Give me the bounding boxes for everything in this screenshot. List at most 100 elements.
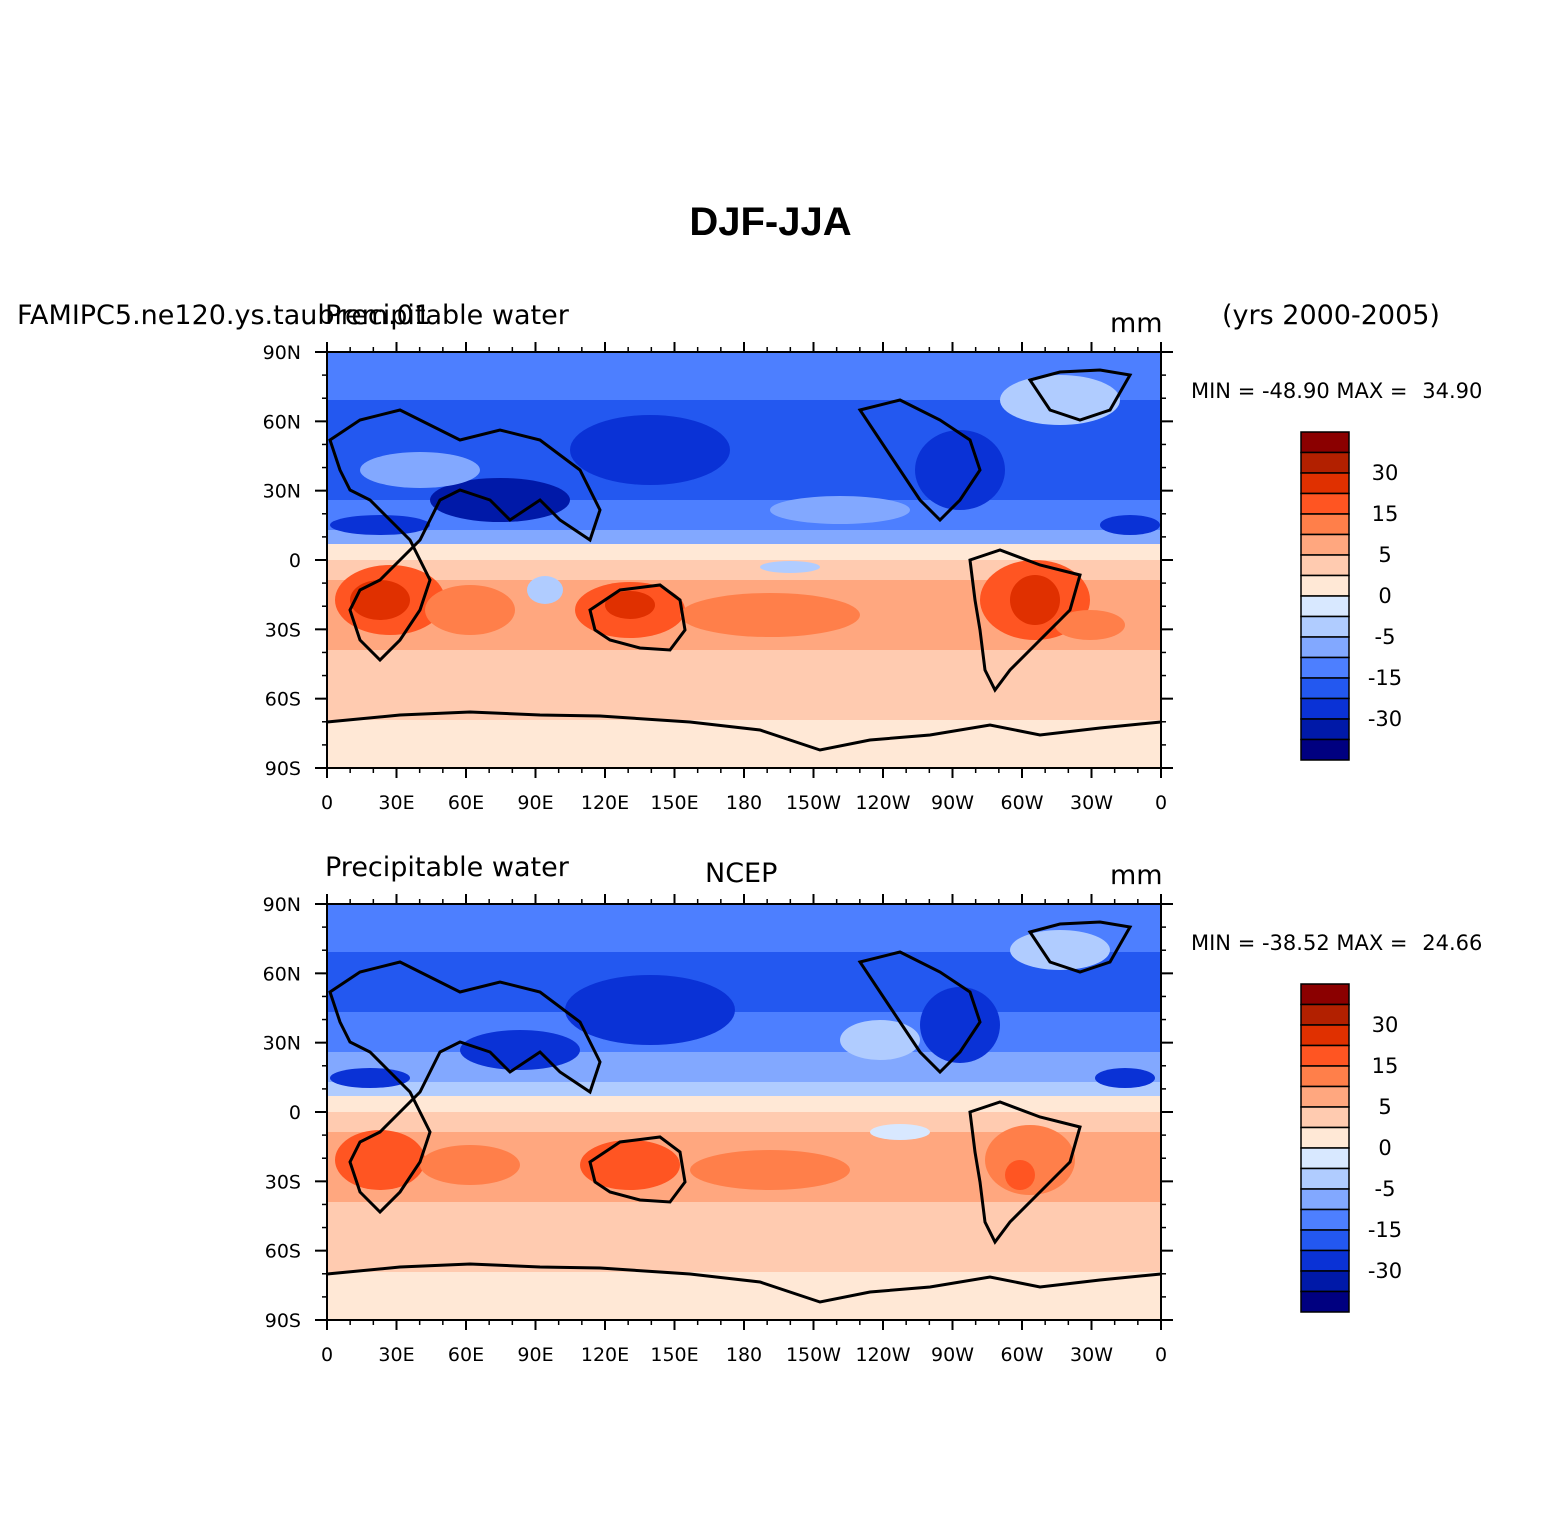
panel2-lon-tick-label: 120E xyxy=(581,1344,629,1366)
panel1-colorbar-color-box xyxy=(1300,554,1350,577)
panel1-colorbar-color-box xyxy=(1300,656,1350,679)
panel1-colorbar-label: 30 xyxy=(1372,461,1399,485)
panel1-lon-tick-label: 120E xyxy=(581,792,629,814)
panel2-colorbar-label: -30 xyxy=(1368,1259,1402,1283)
panel1-max-value: 34.90 xyxy=(1422,379,1483,403)
panel1-colorbar-color-box xyxy=(1300,451,1350,474)
panel2-min-label: MIN = xyxy=(1191,931,1256,955)
panel1-min-value: -48.90 xyxy=(1261,379,1330,403)
panel1-period-label: (yrs 2000-2005) xyxy=(1222,300,1440,331)
panel2-variable-label: Precipitable water xyxy=(325,852,569,883)
panel1-colorbar-color-box xyxy=(1300,738,1350,761)
panel1-min-label: MIN = xyxy=(1191,379,1256,403)
panel2-colorbar-color-box xyxy=(1300,1208,1350,1231)
panel1-lon-tick-label: 30W xyxy=(1070,792,1113,814)
panel1-lat-tick-label: 60N xyxy=(263,411,301,433)
panel2-colorbar-label: 30 xyxy=(1372,1013,1399,1037)
panel2-lon-tick-label: 30E xyxy=(378,1344,414,1366)
figure-title: DJF-JJA xyxy=(689,200,852,244)
panel2-colorbar-color-box xyxy=(1300,1188,1350,1211)
panel1-colorbar-color-box xyxy=(1300,677,1350,700)
panel1-case-label: FAMIPC5.ne120.ys.taubrem.01 xyxy=(17,300,431,331)
panel2-lat-tick-label: 60S xyxy=(265,1241,301,1263)
panel2-lon-tick-label: 150W xyxy=(786,1344,841,1366)
panel2-lon-tick-label: 150E xyxy=(650,1344,698,1366)
panel2-lat-tick-label: 0 xyxy=(289,1102,301,1124)
panel1-lon-tick-label: 90E xyxy=(517,792,553,814)
panel1-colorbar-color-box xyxy=(1300,431,1350,454)
panel2-colorbar-label: -15 xyxy=(1368,1218,1402,1242)
panel1-lon-tick-label: 150E xyxy=(650,792,698,814)
panel1-units-label: mm xyxy=(1110,308,1163,339)
panel2-colorbar-color-box xyxy=(1300,1249,1350,1272)
panel2-units-label: mm xyxy=(1110,860,1163,891)
panel2-colorbar-color-box xyxy=(1300,1126,1350,1149)
panel1-lon-tick-label: 30E xyxy=(378,792,414,814)
panel1-lon-tick-label: 60W xyxy=(1001,792,1044,814)
panel1-colorbar-label: 5 xyxy=(1378,543,1391,567)
panel2-colorbar-label: 15 xyxy=(1372,1054,1399,1078)
panel1-minmax: MIN = -48.90 MAX = 34.90 xyxy=(1191,379,1482,403)
panel2-lat-tick-label: 30N xyxy=(263,1033,301,1055)
panel2-field xyxy=(326,904,1162,1320)
panel1-colorbar-label: -30 xyxy=(1368,707,1402,731)
panel1-colorbar-label: -15 xyxy=(1368,666,1402,690)
panel2-minmax: MIN = -38.52 MAX = 24.66 xyxy=(1191,931,1482,955)
panel2-colorbar-color-box xyxy=(1300,1290,1350,1313)
panel1-variable-label: Precipitable water xyxy=(325,300,569,331)
panel1-colorbar-color-box xyxy=(1300,574,1350,597)
panel2-colorbar-color-box xyxy=(1300,1167,1350,1190)
panel2-colorbar-label: -5 xyxy=(1375,1177,1396,1201)
panel2-lon-tick-label: 180 xyxy=(726,1344,762,1366)
panel1-colorbar-color-box xyxy=(1300,697,1350,720)
panel1-colorbar-color-box xyxy=(1300,533,1350,556)
panel2-lon-tick-label: 90W xyxy=(931,1344,974,1366)
panel2-colorbar: 30 15 5 0 -5 -15 -30 xyxy=(1300,983,1402,1313)
panel1-lon-tick-label: 0 xyxy=(1155,792,1167,814)
panel1-lat-tick-label: 90S xyxy=(265,758,301,780)
panel2-source-label: NCEP xyxy=(705,858,778,889)
panel1-colorbar-color-box xyxy=(1300,636,1350,659)
panel2-colorbar-color-box xyxy=(1300,1229,1350,1252)
panel2-lon-tick-label: 60E xyxy=(448,1344,484,1366)
panel2-colorbar-color-box xyxy=(1300,1044,1350,1067)
panel2-colorbar-color-box xyxy=(1300,1270,1350,1293)
panel2-max-value: 24.66 xyxy=(1422,931,1483,955)
panel1-lon-tick-label: 60E xyxy=(448,792,484,814)
panel2-lon-tick-label: 0 xyxy=(321,1344,333,1366)
panel1-colorbar-color-box xyxy=(1300,492,1350,515)
panel1-field xyxy=(326,352,1162,768)
panel1-colorbar-color-box xyxy=(1300,472,1350,495)
panel1-axes: 0 30E 60E 90E 120E 150E 180 150W 120W 90W 60W 30W 09… xyxy=(263,342,1173,814)
panel2-lon-tick-label: 0 xyxy=(1155,1344,1167,1366)
panel1-colorbar-label: 15 xyxy=(1372,502,1399,526)
panel1-lon-tick-label: 180 xyxy=(726,792,762,814)
panel1-colorbar-color-box xyxy=(1300,718,1350,741)
panel2-coastlines xyxy=(326,920,1162,1304)
panel2-colorbar-color-box xyxy=(1300,1003,1350,1026)
panel2-lat-tick-label: 90S xyxy=(265,1310,301,1332)
panel2-lat-tick-label: 60N xyxy=(263,963,301,985)
panel2-colorbar-label: 5 xyxy=(1378,1095,1391,1119)
panel1-lat-tick-label: 30N xyxy=(263,481,301,503)
panel2-colorbar-color-box xyxy=(1300,983,1350,1006)
panel1-lat-tick-label: 60S xyxy=(265,689,301,711)
panel1-colorbar-label: 0 xyxy=(1378,584,1391,608)
panel2-lon-tick-label: 30W xyxy=(1070,1344,1113,1366)
panel2-colorbar-color-box xyxy=(1300,1024,1350,1047)
panel2-colorbar-color-box xyxy=(1300,1065,1350,1088)
panel1-colorbar-color-box xyxy=(1300,595,1350,618)
panel1-coastlines xyxy=(326,368,1162,752)
panel1-colorbar-color-box xyxy=(1300,513,1350,536)
panel2-max-label: MAX = xyxy=(1336,931,1408,955)
panel1-max-label: MAX = xyxy=(1336,379,1408,403)
panel2-colorbar-color-box xyxy=(1300,1085,1350,1108)
panel2-colorbar-label: 0 xyxy=(1378,1136,1391,1160)
panel2-colorbar-color-box xyxy=(1300,1106,1350,1129)
panel1-lat-tick-label: 0 xyxy=(289,550,301,572)
panel1-lat-tick-label: 90N xyxy=(263,342,301,364)
panel2-min-value: -38.52 xyxy=(1261,931,1330,955)
panel1-lon-tick-label: 0 xyxy=(321,792,333,814)
